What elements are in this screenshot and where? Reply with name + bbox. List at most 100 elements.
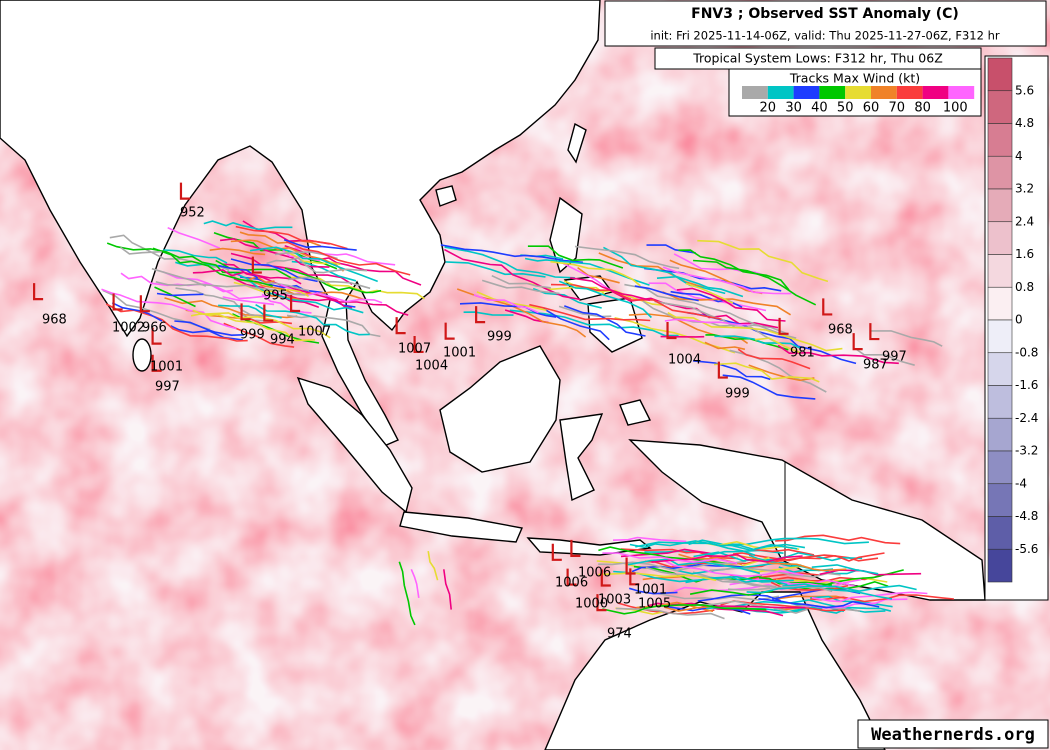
- track: [811, 591, 928, 603]
- colorbar-cell: [987, 385, 1013, 419]
- low-label: 1004: [415, 359, 448, 374]
- low-label: 1005: [638, 597, 671, 612]
- low-marker: [151, 354, 162, 372]
- low-marker: [240, 303, 251, 321]
- low-marker: [822, 298, 833, 316]
- track: [120, 246, 162, 255]
- track: [634, 285, 699, 302]
- track: [473, 293, 539, 314]
- sri-lanka: [132, 338, 152, 372]
- wind-label: 40: [811, 101, 828, 116]
- wind-label: 30: [785, 101, 802, 116]
- track: [285, 250, 341, 266]
- low-label: 999: [240, 328, 265, 343]
- track: [642, 575, 685, 581]
- wind-label: 100: [943, 101, 968, 116]
- track: [106, 242, 242, 274]
- low-label: 999: [725, 387, 750, 402]
- track: [443, 569, 452, 610]
- track: [748, 364, 815, 382]
- track: [714, 362, 820, 383]
- track: [151, 267, 207, 287]
- track: [284, 267, 382, 294]
- track: [810, 594, 954, 603]
- colorbar-label: -5.6: [1015, 542, 1038, 556]
- track: [550, 260, 641, 287]
- track: [175, 287, 266, 318]
- colorbar-cell: [987, 417, 1013, 452]
- track: [255, 304, 370, 336]
- track: [287, 276, 371, 290]
- track: [598, 560, 747, 572]
- track: [598, 571, 717, 582]
- colorbar-label: 3.2: [1015, 182, 1034, 196]
- track: [689, 589, 774, 596]
- colorbar-label: -3.2: [1015, 444, 1038, 458]
- colorbar-cell: [987, 57, 1013, 92]
- track: [203, 220, 293, 231]
- colorbar-cell: [987, 450, 1013, 485]
- halmahera: [619, 399, 652, 426]
- track: [624, 283, 797, 339]
- java: [399, 511, 523, 543]
- low-marker: [666, 322, 677, 340]
- colorbar-cell: [987, 548, 1013, 583]
- low-label: 1000: [575, 597, 608, 612]
- track: [722, 374, 816, 400]
- track: [667, 312, 843, 352]
- track: [693, 259, 817, 306]
- wind-label: 80: [914, 101, 931, 116]
- track: [645, 566, 777, 588]
- track: [657, 592, 780, 601]
- track: [233, 277, 320, 309]
- low-marker: [290, 295, 301, 313]
- track: [688, 537, 869, 546]
- track: [642, 300, 788, 335]
- low-marker: [570, 539, 581, 557]
- wind-label: 50: [837, 101, 854, 116]
- low-marker: [179, 182, 190, 200]
- track: [261, 293, 312, 314]
- colorbar-label: -4: [1015, 476, 1027, 490]
- asia-mainland: [0, 0, 601, 447]
- track: [109, 234, 230, 271]
- track: [440, 244, 583, 264]
- hainan: [435, 185, 457, 207]
- borneo: [439, 345, 561, 473]
- tracks: [101, 220, 954, 626]
- track: [727, 586, 833, 593]
- wind-swatch: [742, 86, 768, 99]
- wind-swatch: [819, 86, 846, 99]
- track: [558, 305, 612, 318]
- track: [662, 266, 792, 295]
- sulawesi: [559, 413, 604, 502]
- low-marker: [869, 323, 880, 341]
- track: [427, 550, 439, 581]
- track: [628, 313, 749, 345]
- taiwan: [567, 122, 587, 164]
- low-marker: [625, 557, 636, 575]
- land: [0, 0, 986, 750]
- track: [527, 245, 624, 269]
- track: [570, 277, 651, 301]
- low-label: 1007: [398, 342, 431, 357]
- colorbar-label: 5.6: [1015, 83, 1034, 97]
- track: [676, 287, 786, 322]
- track: [656, 275, 744, 298]
- track: [248, 276, 275, 284]
- wind-label: 60: [863, 101, 880, 116]
- low-label: 1003: [598, 593, 631, 608]
- track: [629, 540, 798, 551]
- track: [152, 247, 274, 287]
- low-label: 1007: [298, 325, 331, 340]
- track: [445, 261, 546, 278]
- track: [529, 303, 651, 322]
- track: [694, 600, 808, 614]
- low-label: 1001: [150, 360, 183, 375]
- legend-title: Tropical System Lows: F312 hr, Thu 06Z: [692, 51, 943, 66]
- low-marker: [33, 283, 44, 301]
- low-label: 994: [270, 333, 295, 348]
- colorbar-cell: [987, 352, 1013, 386]
- watermark-box: [857, 719, 1049, 749]
- wind-legend: 20 30 40 50 60 70 80 100: [742, 86, 975, 116]
